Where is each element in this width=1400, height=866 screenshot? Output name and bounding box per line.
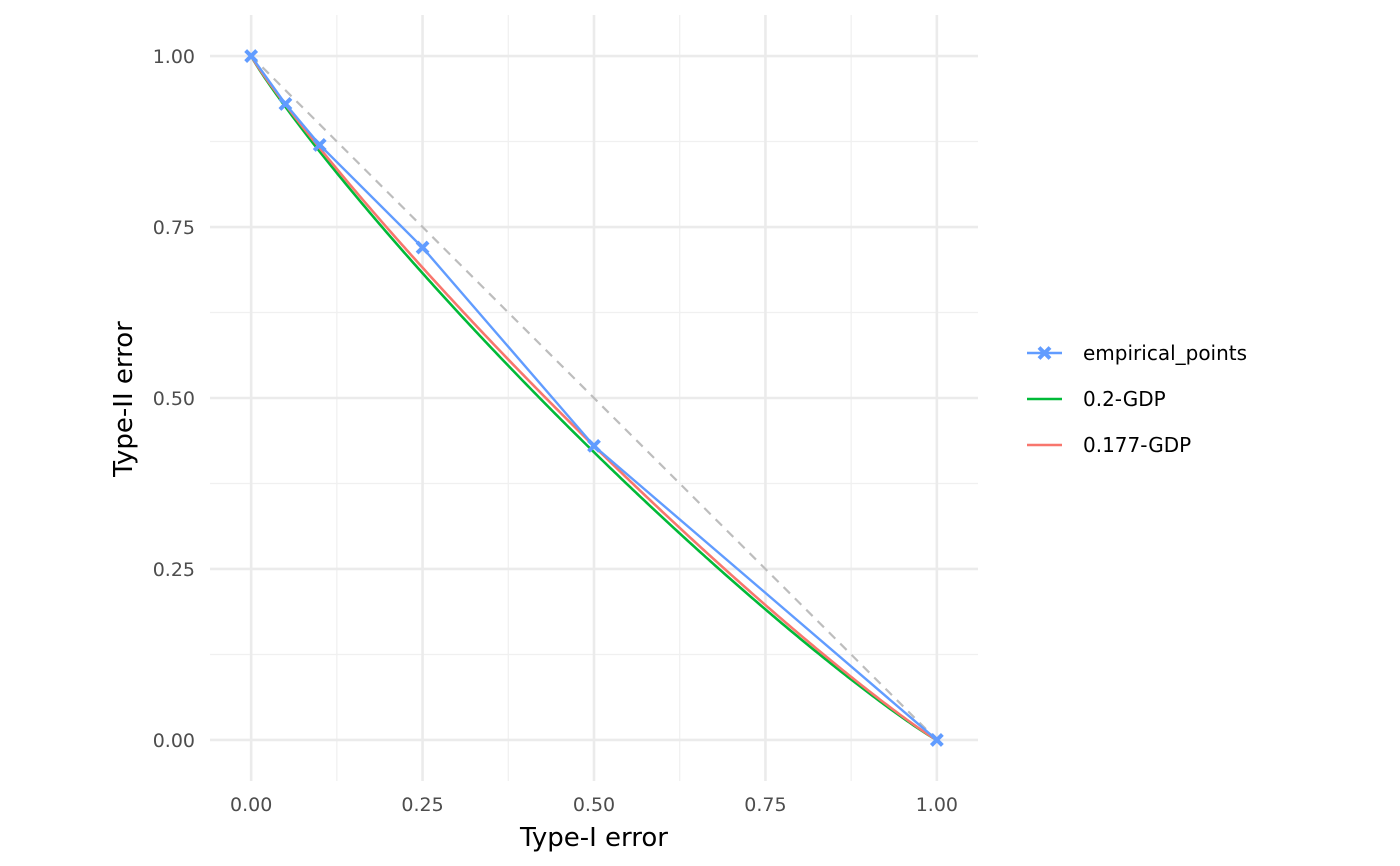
reference-line <box>250 55 938 741</box>
data-point-empirical-points <box>929 733 944 747</box>
legend-item-0-2-gdp: 0.2-GDP <box>1027 387 1166 411</box>
data-point-empirical-points <box>587 438 601 453</box>
y-tick-label: 0.75 <box>153 217 195 239</box>
legend-label: 0.177-GDP <box>1083 433 1191 457</box>
reference-line-group <box>250 55 938 741</box>
series-empirical-points-line <box>250 55 938 741</box>
x-axis-title: Type-I error <box>519 823 668 853</box>
series-layer <box>244 49 944 747</box>
x-tick-labels: 0.00 0.25 0.50 0.75 1.00 <box>230 794 958 816</box>
x-tick-label: 0.75 <box>744 794 786 816</box>
legend-item-0-177-gdp: 0.177-GDP <box>1027 433 1191 457</box>
data-point-empirical-points <box>415 240 430 255</box>
y-tick-label: 1.00 <box>153 46 195 68</box>
data-point-empirical-points <box>244 49 259 63</box>
y-tick-label: 0.50 <box>153 388 195 410</box>
x-tick-label: 0.00 <box>230 794 272 816</box>
legend-label: 0.2-GDP <box>1083 387 1166 411</box>
y-tick-label: 0.00 <box>153 730 195 752</box>
x-tick-label: 0.50 <box>573 794 615 816</box>
grid-major <box>210 15 978 781</box>
legend-item-empirical-points: empirical_points <box>1027 341 1247 365</box>
y-axis-title: Type-II error <box>109 321 139 478</box>
y-tick-labels: 0.00 0.25 0.50 0.75 1.00 <box>153 46 195 752</box>
legend: empirical_points 0.2-GDP 0.177-GDP <box>1027 341 1247 457</box>
y-tick-label: 0.25 <box>153 559 195 581</box>
x-tick-label: 0.25 <box>401 794 443 816</box>
data-point-empirical-points <box>278 96 293 111</box>
data-point-empirical-points <box>312 138 327 152</box>
x-tick-label: 1.00 <box>916 794 958 816</box>
series-0-2-gdp-line <box>250 55 938 742</box>
legend-key-marker <box>1037 346 1052 360</box>
legend-label: empirical_points <box>1083 341 1247 365</box>
